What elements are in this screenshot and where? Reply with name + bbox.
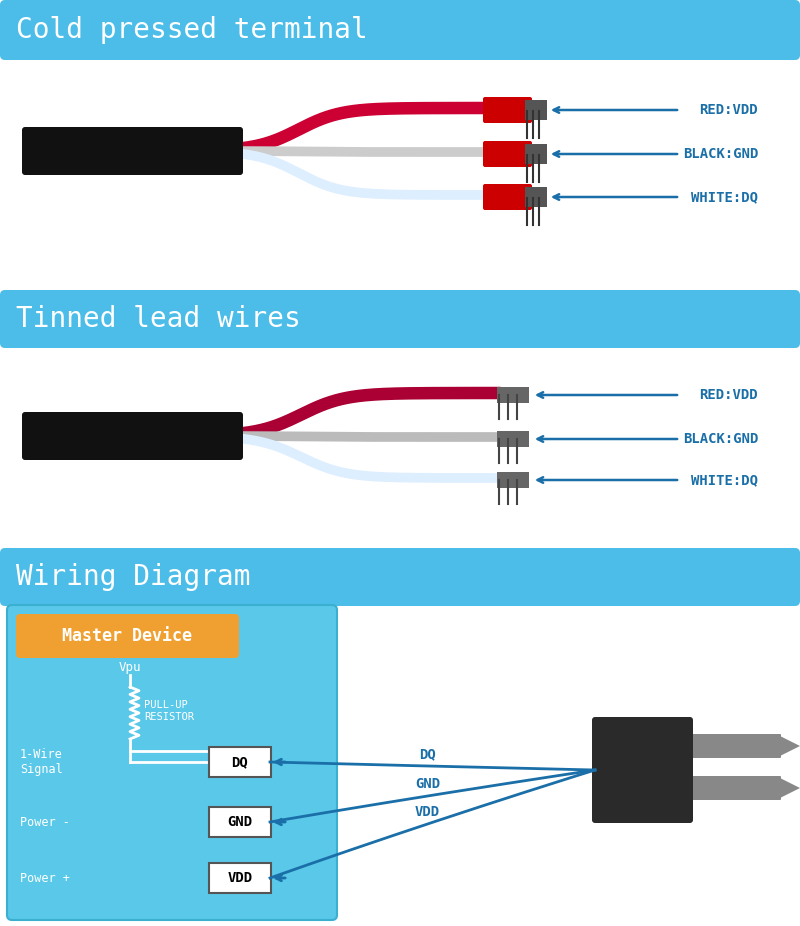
FancyBboxPatch shape — [7, 605, 337, 920]
Bar — [525, 144, 547, 164]
Text: Power -: Power - — [20, 816, 70, 829]
FancyBboxPatch shape — [689, 734, 781, 758]
Text: Master Device: Master Device — [62, 627, 193, 645]
Polygon shape — [780, 736, 800, 756]
Bar — [525, 187, 547, 207]
Bar — [525, 100, 547, 120]
Text: GND: GND — [415, 777, 440, 791]
Text: Cold pressed terminal: Cold pressed terminal — [16, 16, 368, 44]
Text: RED:VDD: RED:VDD — [699, 103, 758, 117]
Text: BLACK:GND: BLACK:GND — [682, 432, 758, 446]
Text: RED:VDD: RED:VDD — [699, 388, 758, 402]
FancyBboxPatch shape — [483, 141, 532, 167]
Text: PULL-UP: PULL-UP — [144, 700, 188, 710]
Text: Vpu: Vpu — [118, 661, 142, 674]
FancyBboxPatch shape — [483, 184, 532, 210]
FancyBboxPatch shape — [209, 807, 271, 837]
FancyBboxPatch shape — [209, 863, 271, 893]
Text: Wiring Diagram: Wiring Diagram — [16, 563, 250, 591]
FancyBboxPatch shape — [209, 747, 271, 777]
FancyBboxPatch shape — [0, 0, 800, 60]
Bar — [497, 472, 529, 488]
Text: WHITE:DQ: WHITE:DQ — [691, 473, 758, 487]
Text: WHITE:DQ: WHITE:DQ — [691, 190, 758, 204]
Text: Tinned lead wires: Tinned lead wires — [16, 305, 301, 333]
Text: BLACK:GND: BLACK:GND — [682, 147, 758, 161]
Bar — [497, 431, 529, 447]
Text: 1-Wire
Signal: 1-Wire Signal — [20, 748, 62, 776]
Bar — [497, 387, 529, 403]
Text: RESISTOR: RESISTOR — [144, 712, 194, 722]
FancyBboxPatch shape — [592, 717, 693, 823]
Polygon shape — [780, 778, 800, 798]
Text: GND: GND — [227, 815, 253, 829]
Text: VDD: VDD — [227, 871, 253, 885]
FancyBboxPatch shape — [689, 776, 781, 800]
FancyBboxPatch shape — [483, 97, 532, 123]
FancyBboxPatch shape — [22, 127, 243, 175]
Text: DQ: DQ — [232, 755, 248, 769]
Text: VDD: VDD — [415, 805, 440, 819]
FancyBboxPatch shape — [16, 614, 239, 658]
Text: DQ: DQ — [419, 747, 436, 761]
FancyBboxPatch shape — [0, 548, 800, 606]
FancyBboxPatch shape — [22, 412, 243, 460]
Text: Power +: Power + — [20, 871, 70, 884]
FancyBboxPatch shape — [0, 290, 800, 348]
